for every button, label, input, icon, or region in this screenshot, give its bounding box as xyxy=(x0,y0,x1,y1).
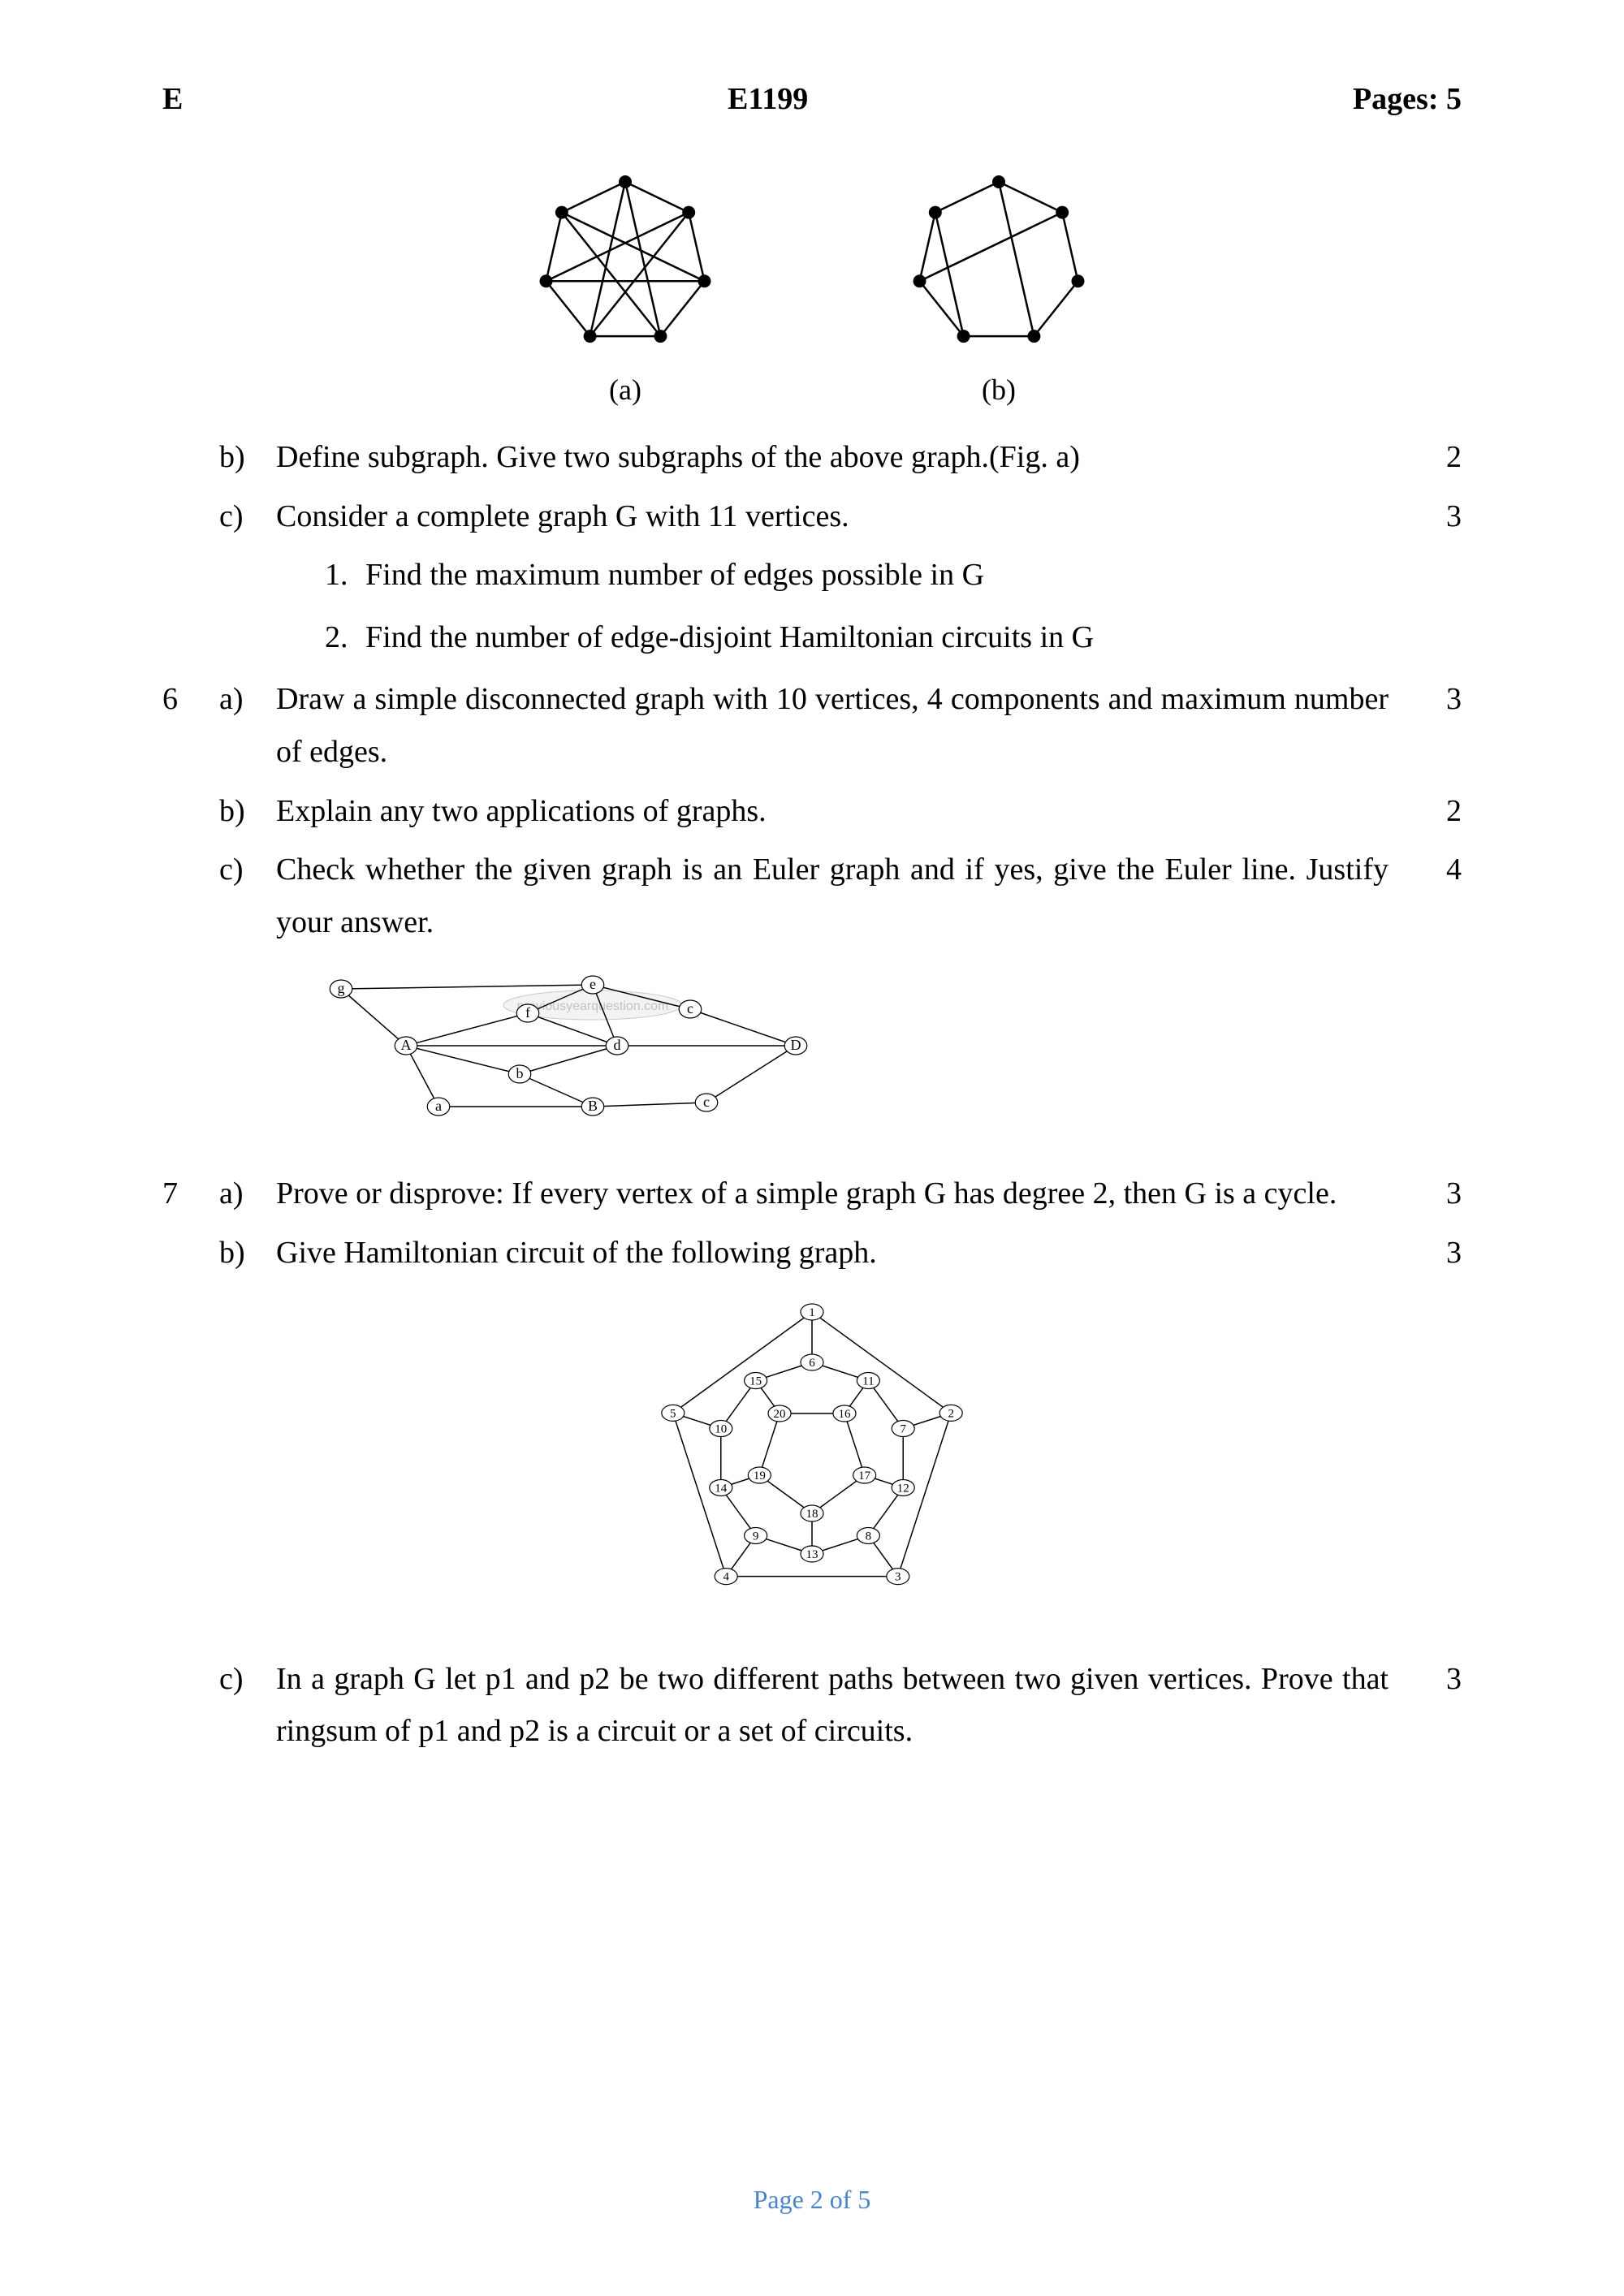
question-subpart: c) xyxy=(219,1653,276,1706)
question-text: Define subgraph. Give two subgraphs of t… xyxy=(276,431,1389,484)
svg-text:f: f xyxy=(525,1004,530,1021)
svg-text:19: 19 xyxy=(754,1470,766,1482)
svg-text:2: 2 xyxy=(948,1407,954,1420)
svg-text:b: b xyxy=(516,1065,524,1081)
question-text: In a graph G let p1 and p2 be two differ… xyxy=(276,1653,1389,1758)
figure-pair: (a) (b) xyxy=(162,166,1462,407)
header-right: Pages: 5 xyxy=(1353,81,1462,117)
question-marks: 4 xyxy=(1413,844,1462,896)
svg-text:15: 15 xyxy=(749,1375,762,1388)
euler-graph-figure: previousyearquestion.com g e c f Ad Db a Bc xyxy=(162,965,1462,1135)
question-row: b) Give Hamiltonian circuit of the follo… xyxy=(162,1227,1462,1280)
question-marks: 2 xyxy=(1413,431,1462,484)
question-text: Prove or disprove: If every vertex of a … xyxy=(276,1167,1389,1220)
svg-text:7: 7 xyxy=(900,1422,906,1435)
svg-text:3: 3 xyxy=(895,1570,901,1583)
question-text: Give Hamiltonian circuit of the followin… xyxy=(276,1227,1389,1280)
questions-list: b) Define subgraph. Give two subgraphs o… xyxy=(162,431,1462,1758)
svg-text:g: g xyxy=(338,980,345,996)
question-marks: 3 xyxy=(1413,1227,1462,1280)
question-row: b) Define subgraph. Give two subgraphs o… xyxy=(162,431,1462,484)
svg-text:d: d xyxy=(614,1037,621,1053)
svg-text:14: 14 xyxy=(715,1482,728,1495)
svg-text:10: 10 xyxy=(715,1422,727,1435)
question-number: 7 xyxy=(162,1167,219,1220)
svg-text:a: a xyxy=(435,1098,442,1114)
question-marks: 3 xyxy=(1413,490,1462,543)
question-subpart: b) xyxy=(219,1227,276,1280)
svg-text:c: c xyxy=(703,1094,710,1110)
question-number: 6 xyxy=(162,673,219,726)
svg-text:12: 12 xyxy=(897,1482,909,1495)
svg-text:11: 11 xyxy=(862,1375,874,1388)
svg-text:B: B xyxy=(588,1098,598,1114)
dodecahedron-graph-figure: 1234567891011121314151617181920 xyxy=(162,1296,1462,1621)
question-text: Explain any two applications of graphs. xyxy=(276,785,1389,838)
question-row: c) Consider a complete graph G with 11 v… xyxy=(162,490,1462,543)
svg-text:8: 8 xyxy=(866,1530,872,1543)
caption-a: (a) xyxy=(512,373,739,407)
svg-text:16: 16 xyxy=(838,1408,851,1421)
svg-text:4: 4 xyxy=(723,1570,729,1583)
question-row: c) In a graph G let p1 and p2 be two dif… xyxy=(162,1653,1462,1758)
svg-text:D: D xyxy=(791,1037,801,1053)
question-subpart: c) xyxy=(219,490,276,543)
sublist-row: 2.Find the number of edge-disjoint Hamil… xyxy=(162,611,1462,667)
svg-text:5: 5 xyxy=(670,1407,676,1420)
question-text: Consider a complete graph G with 11 vert… xyxy=(276,490,1389,543)
question-row: 7 a) Prove or disprove: If every vertex … xyxy=(162,1167,1462,1220)
svg-text:1: 1 xyxy=(809,1306,815,1319)
question-subpart: b) xyxy=(219,785,276,838)
header-left: E xyxy=(162,81,183,117)
svg-text:20: 20 xyxy=(774,1408,786,1421)
svg-text:e: e xyxy=(590,976,596,992)
question-subpart: b) xyxy=(219,431,276,484)
sublist-row: 1.Find the maximum number of edges possi… xyxy=(162,549,1462,605)
page-header: E E1199 Pages: 5 xyxy=(162,81,1462,117)
question-subpart: a) xyxy=(219,1167,276,1220)
svg-text:c: c xyxy=(687,1000,693,1016)
question-row: c) Check whether the given graph is an E… xyxy=(162,844,1462,948)
question-text: Draw a simple disconnected graph with 10… xyxy=(276,673,1389,778)
caption-b: (b) xyxy=(885,373,1112,407)
header-center: E1199 xyxy=(728,81,808,117)
page-footer: Page 2 of 5 xyxy=(0,2185,1624,2215)
question-marks: 2 xyxy=(1413,785,1462,838)
svg-text:9: 9 xyxy=(753,1530,759,1543)
question-marks: 3 xyxy=(1413,1653,1462,1706)
question-marks: 3 xyxy=(1413,1167,1462,1220)
svg-text:17: 17 xyxy=(858,1470,871,1482)
heptagon-graph-b xyxy=(885,166,1112,360)
question-subpart: c) xyxy=(219,844,276,896)
svg-text:18: 18 xyxy=(806,1508,818,1521)
svg-text:13: 13 xyxy=(806,1548,818,1561)
question-text: Check whether the given graph is an Eule… xyxy=(276,844,1389,948)
svg-text:previousyearquestion.com: previousyearquestion.com xyxy=(517,999,669,1013)
svg-text:6: 6 xyxy=(809,1357,815,1370)
question-row: 6 a) Draw a simple disconnected graph wi… xyxy=(162,673,1462,778)
question-row: b) Explain any two applications of graph… xyxy=(162,785,1462,838)
sublist-text: 2.Find the number of edge-disjoint Hamil… xyxy=(276,611,1389,667)
svg-text:A: A xyxy=(401,1037,412,1053)
question-marks: 3 xyxy=(1413,673,1462,726)
heptagon-graph-a xyxy=(512,166,739,360)
question-subpart: a) xyxy=(219,673,276,726)
sublist-text: 1.Find the maximum number of edges possi… xyxy=(276,549,1389,605)
